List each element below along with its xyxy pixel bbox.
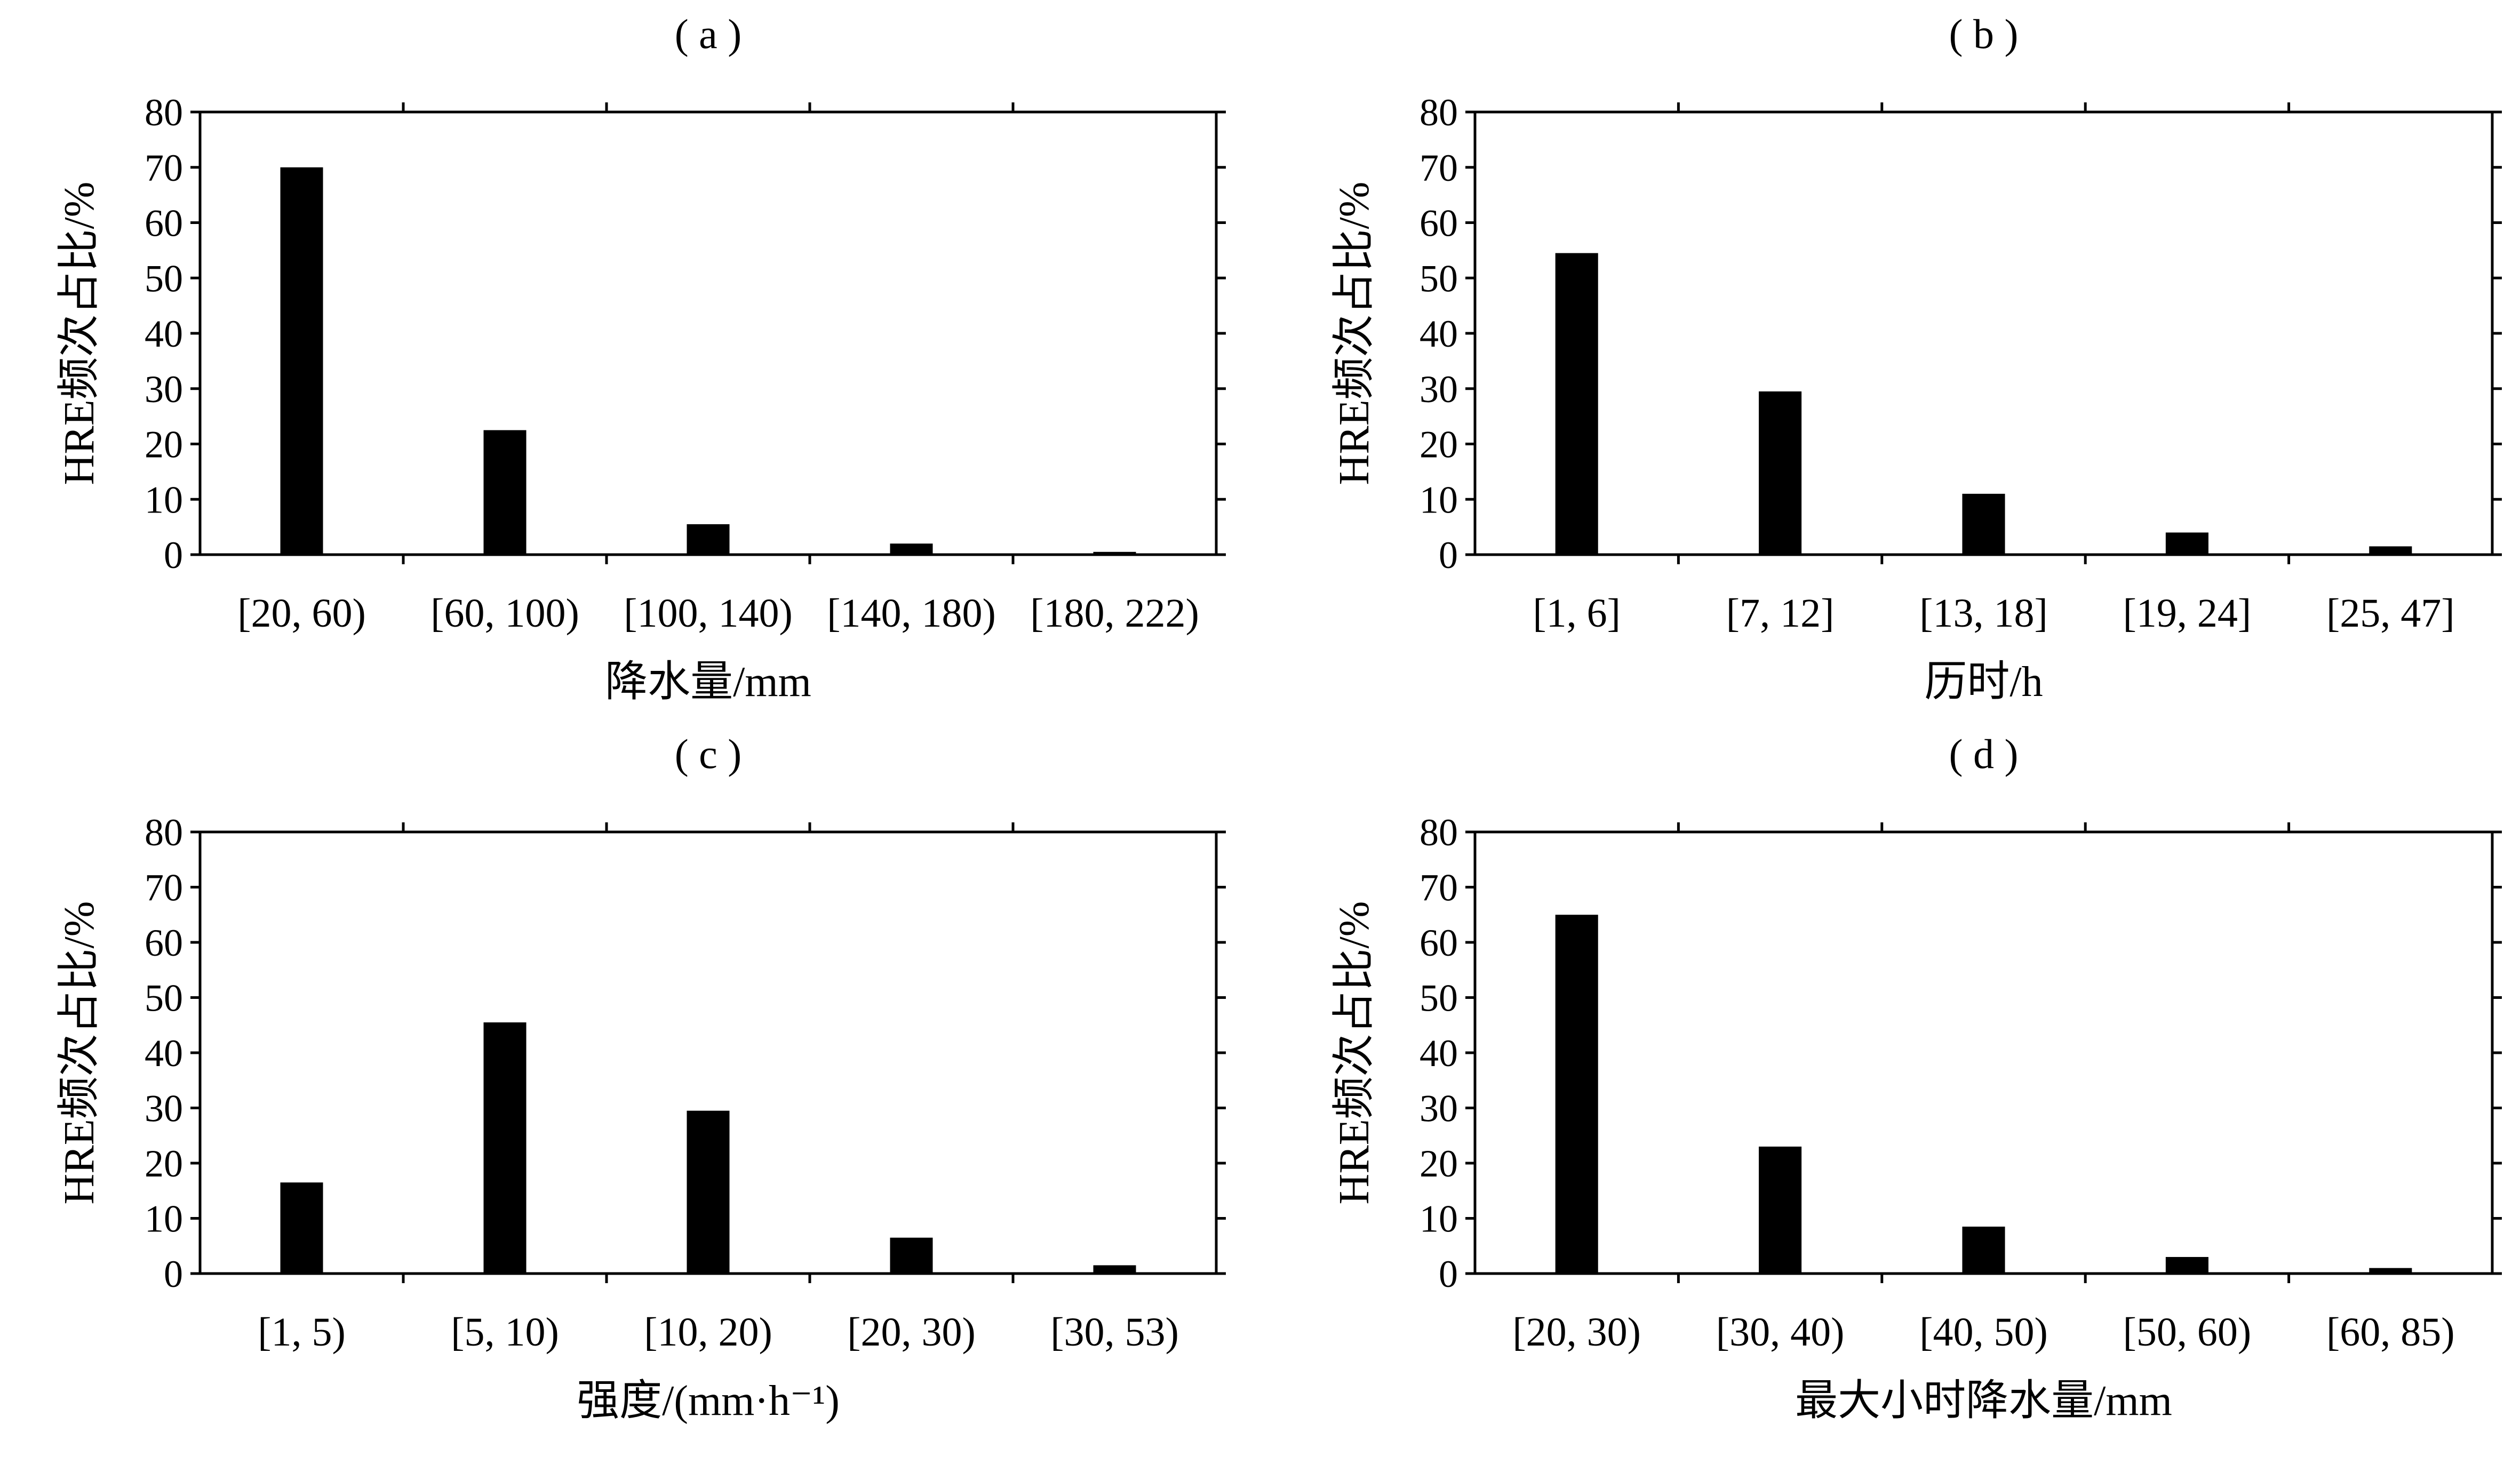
y-tick-label: 10 <box>145 1198 183 1240</box>
y-tick-label: 20 <box>145 423 183 466</box>
y-tick-label: 80 <box>1420 811 1458 854</box>
y-tick-label: 50 <box>1420 977 1458 1020</box>
y-tick-label: 70 <box>1420 867 1458 909</box>
x-category-label: [5, 10) <box>451 1310 559 1355</box>
y-tick-label: 60 <box>145 202 183 245</box>
plot-frame <box>1473 830 2494 1275</box>
y-tick-label: 50 <box>1420 257 1458 300</box>
bar <box>1093 1265 1136 1274</box>
panel-title: ( b ) <box>1949 11 2019 57</box>
panel-title: ( c ) <box>675 731 742 777</box>
bar <box>1555 253 1598 555</box>
bar <box>1093 551 1136 555</box>
bar <box>1962 493 2005 555</box>
x-category-label: [60, 100) <box>430 591 579 636</box>
x-category-label: [100, 140) <box>624 591 793 636</box>
x-axis-title: 降水量/mm <box>605 659 811 706</box>
y-tick-label: 80 <box>145 91 183 134</box>
x-category-label: [20, 60) <box>237 591 366 636</box>
y-tick-label: 70 <box>145 867 183 909</box>
bar <box>1759 391 1802 555</box>
panel-b: ( b ) 0 10 20 30 40 50 60 70 80 [1, 6] [7, 12] [13, … <box>1331 11 2502 706</box>
y-tick-label: 40 <box>145 1032 183 1075</box>
x-category-label: [10, 20) <box>644 1310 772 1355</box>
y-tick-label: 10 <box>145 478 183 521</box>
x-category-label: [1, 5) <box>258 1310 346 1355</box>
bar <box>1962 1227 2005 1274</box>
panel-title: ( d ) <box>1949 731 2019 777</box>
y-tick-label: 50 <box>145 257 183 300</box>
y-tick-label: 60 <box>1420 202 1458 245</box>
bar <box>280 167 323 555</box>
bar <box>2165 1256 2208 1274</box>
y-tick-label: 70 <box>145 147 183 189</box>
y-tick-label: 70 <box>1420 147 1458 189</box>
panel-title: ( a ) <box>675 11 742 57</box>
x-category-label: [60, 85) <box>2326 1310 2455 1355</box>
y-tick-label: 30 <box>145 1087 183 1130</box>
plot-frame <box>198 110 1218 556</box>
bar <box>280 1182 323 1274</box>
x-category-label: [19, 24] <box>2123 591 2252 636</box>
y-tick-label: 50 <box>145 977 183 1020</box>
plot-frame <box>1473 110 2494 556</box>
x-category-label: [30, 40) <box>1716 1310 1845 1355</box>
x-category-label: [20, 30) <box>847 1310 976 1355</box>
y-tick-label: 0 <box>164 1253 183 1295</box>
bar <box>483 1022 527 1274</box>
bar <box>687 524 730 555</box>
y-tick-label: 60 <box>1420 922 1458 964</box>
y-tick-label: 10 <box>1420 478 1458 521</box>
y-tick-label: 30 <box>1420 1087 1458 1130</box>
y-tick-label: 0 <box>1439 1253 1458 1295</box>
y-tick-label: 80 <box>145 811 183 854</box>
bar <box>890 543 933 555</box>
x-axis-title: 历时/h <box>1924 659 2043 706</box>
y-tick-label: 60 <box>145 922 183 964</box>
bar <box>483 430 527 555</box>
bar <box>890 1237 933 1274</box>
bar <box>2165 532 2208 555</box>
y-tick-label: 40 <box>145 313 183 355</box>
bar <box>1759 1146 1802 1274</box>
x-category-label: [140, 180) <box>827 591 996 636</box>
bar <box>2369 546 2412 555</box>
y-axis-title: HRE频次占比/% <box>56 182 103 485</box>
y-tick-label: 0 <box>164 534 183 577</box>
x-category-label: [50, 60) <box>2123 1310 2252 1355</box>
y-tick-label: 20 <box>1420 1142 1458 1185</box>
x-category-label: [1, 6] <box>1533 591 1621 636</box>
y-tick-label: 10 <box>1420 1198 1458 1240</box>
x-category-label: [30, 53) <box>1050 1310 1179 1355</box>
x-axis-title: 最大小时降水量/mm <box>1795 1378 2172 1424</box>
y-tick-label: 30 <box>1420 368 1458 411</box>
y-axis-title: HRE频次占比/% <box>56 901 103 1205</box>
y-tick-label: 80 <box>1420 91 1458 134</box>
y-tick-label: 40 <box>1420 313 1458 355</box>
x-category-label: [25, 47] <box>2326 591 2455 636</box>
y-tick-label: 20 <box>145 1142 183 1185</box>
x-category-label: [40, 50) <box>1919 1310 2048 1355</box>
panel-c: ( c ) 0 10 20 30 40 50 60 70 80 [1, 5) [5, 10) [10, … <box>56 731 1226 1424</box>
y-tick-label: 40 <box>1420 1032 1458 1075</box>
y-tick-label: 0 <box>1439 534 1458 577</box>
x-category-label: [13, 18] <box>1919 591 2048 636</box>
y-axis-title: HRE频次占比/% <box>1331 901 1378 1205</box>
y-axis-title: HRE频次占比/% <box>1331 182 1378 485</box>
bar <box>687 1110 730 1274</box>
x-category-label: [7, 12] <box>1726 591 1835 636</box>
bar <box>2369 1268 2412 1274</box>
x-axis-title: 强度/(mm·h⁻¹) <box>577 1378 840 1424</box>
panel-a: ( a ) 0 10 20 30 40 50 60 70 80 [20, 60) [60, 100) [… <box>56 11 1226 706</box>
y-tick-label: 30 <box>145 368 183 411</box>
bar <box>1555 915 1598 1274</box>
x-category-label: [20, 30) <box>1512 1310 1641 1355</box>
panel-d: ( d ) 0 10 20 30 40 50 60 70 80 [20, 30) [30, 40) [4… <box>1331 731 2502 1424</box>
x-category-label: [180, 222) <box>1030 591 1199 636</box>
y-tick-label: 20 <box>1420 423 1458 466</box>
